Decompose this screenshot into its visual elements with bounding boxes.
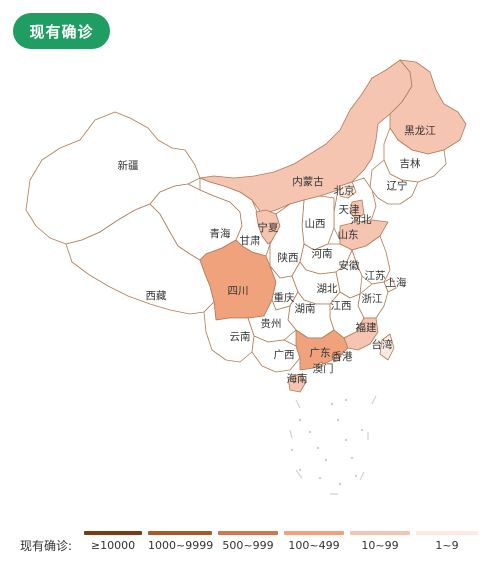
legend-item-level-1[interactable]: 1~9 <box>416 531 478 561</box>
label-taiwan: 台湾 <box>372 338 393 351</box>
legend-swatch <box>84 531 142 535</box>
region-taiwan[interactable] <box>379 333 395 361</box>
label-xizang: 西藏 <box>146 290 167 302</box>
legend-item-level-500[interactable]: 500~999 <box>218 531 278 561</box>
region-fujian[interactable] <box>343 317 379 351</box>
label-heilongjiang: 黑龙江 <box>404 124 436 137</box>
label-hebei: 河北 <box>351 214 372 226</box>
label-anhui: 安徽 <box>339 259 360 272</box>
label-shaanxi: 陕西 <box>278 251 299 264</box>
label-fujian: 福建 <box>356 321 377 334</box>
legend-item-level-10000[interactable]: ≥10000 <box>84 531 142 561</box>
region-hongkong[interactable] <box>331 353 341 363</box>
label-jiangsu: 江苏 <box>365 269 386 282</box>
label-guizhou: 贵州 <box>261 317 282 330</box>
label-sichuan: 四川 <box>228 285 249 297</box>
region-hainan[interactable] <box>287 373 307 393</box>
legend-item-level-100[interactable]: 100~499 <box>284 531 344 561</box>
legend-swatch <box>284 531 344 535</box>
legend-title: 现有确诊: <box>20 539 73 553</box>
label-hunan: 湖南 <box>295 302 316 315</box>
legend-label: 1~9 <box>435 539 459 552</box>
label-guangdong: 广东 <box>310 346 331 359</box>
legend-swatch <box>148 531 212 535</box>
region-labels: 新疆 西藏 青海 甘肃 内蒙古 宁夏 黑龙江 吉林 辽宁 北京 天津 河北 山西… <box>118 124 437 385</box>
label-henan: 河南 <box>312 247 333 260</box>
label-qinghai: 青海 <box>210 227 231 240</box>
legend-label: 1000~9999 <box>148 539 214 552</box>
label-chongqing: 重庆 <box>274 291 295 304</box>
legend: 现有确诊: ≥10000 1000~9999 500~999 100~499 1… <box>0 528 500 568</box>
legend-label: 500~999 <box>222 539 274 552</box>
region-tianjin[interactable] <box>349 199 365 221</box>
label-gansu: 甘肃 <box>240 234 261 247</box>
label-jiangxi: 江西 <box>331 300 352 312</box>
label-macau: 澳门 <box>313 362 334 375</box>
legend-label: ≥10000 <box>90 539 136 552</box>
legend-item-level-1000[interactable]: 1000~9999 <box>148 531 214 561</box>
legend-label: 10~99 <box>361 539 399 552</box>
legend-label: 100~499 <box>288 539 340 552</box>
label-zhejiang: 浙江 <box>362 293 383 305</box>
region-guangdong[interactable] <box>295 329 349 371</box>
legend-swatch <box>416 531 478 535</box>
label-ningxia: 宁夏 <box>258 221 279 234</box>
region-beijing[interactable] <box>339 181 357 199</box>
south-china-sea-islands <box>290 398 364 486</box>
label-shandong: 山东 <box>338 228 359 241</box>
region-liaoning[interactable] <box>369 159 419 205</box>
label-shanghai: 上海 <box>386 276 407 289</box>
label-hubei: 湖北 <box>317 283 338 295</box>
legend-item-level-10[interactable]: 10~99 <box>350 531 410 561</box>
label-jilin: 吉林 <box>400 157 421 170</box>
label-xinjiang: 新疆 <box>118 159 139 172</box>
label-beijing: 北京 <box>334 184 355 197</box>
label-tianjin: 天津 <box>339 204 360 216</box>
nine-dash-line <box>289 395 377 495</box>
title-badge: 现有确诊 <box>13 13 110 49</box>
label-hainan: 海南 <box>287 372 308 385</box>
label-yunnan: 云南 <box>230 330 251 343</box>
region-macau[interactable] <box>317 361 324 368</box>
legend-swatch <box>218 531 278 535</box>
china-map: 新疆 西藏 青海 甘肃 内蒙古 宁夏 黑龙江 吉林 辽宁 北京 天津 河北 山西… <box>25 59 467 495</box>
label-neimenggu: 内蒙古 <box>292 175 324 188</box>
label-hongkong: 香港 <box>332 351 353 363</box>
label-guangxi: 广西 <box>274 349 295 361</box>
label-shanxi: 山西 <box>305 218 326 230</box>
label-liaoning: 辽宁 <box>387 179 408 192</box>
legend-swatch <box>350 531 410 535</box>
